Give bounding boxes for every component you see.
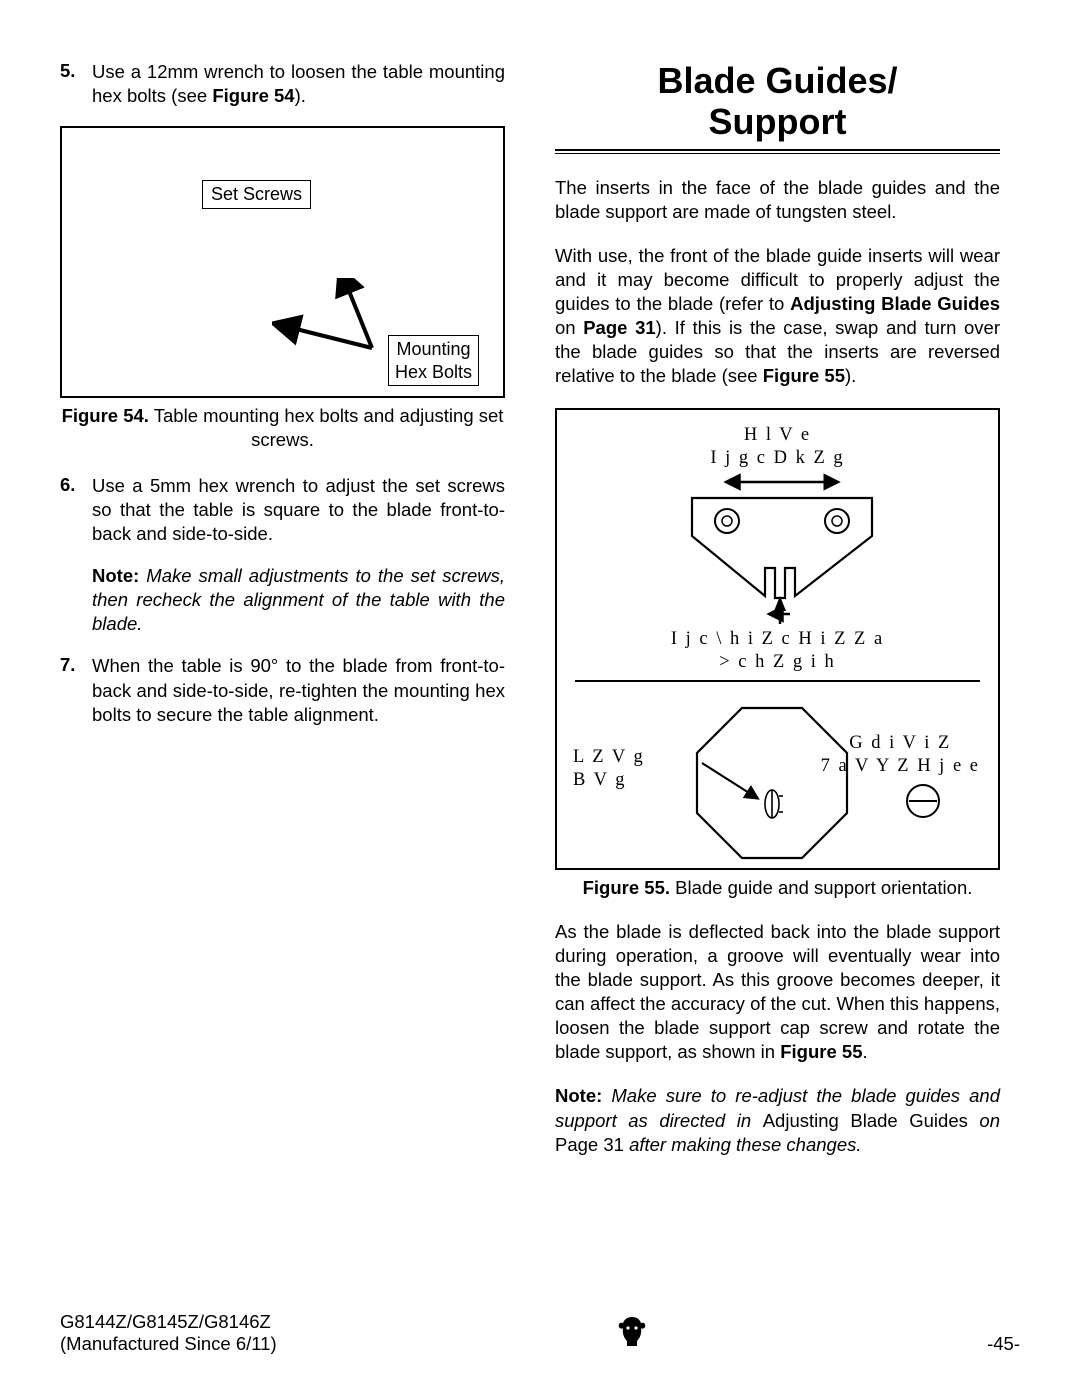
figure-54-box: Set Screws Mounting Hex Bolts: [60, 126, 505, 398]
encoded-label: G d i V i Z 7 a V Y Z H j e e: [821, 732, 980, 778]
encoded-label: H l V e I j g c D k Z g: [557, 424, 998, 470]
step-text: Use a 12mm wrench to loosen the table mo…: [92, 60, 505, 108]
blade-support-diagram: [687, 698, 857, 868]
figure-55-caption: Figure 55. Blade guide and support orien…: [555, 876, 1000, 900]
step-text: Use a 5mm hex wrench to adjust the set s…: [92, 474, 505, 636]
page-number: -45-: [987, 1333, 1020, 1355]
step-6: 6. Use a 5mm hex wrench to adjust the se…: [60, 474, 505, 636]
step-number: 7.: [60, 654, 92, 726]
paragraph: With use, the front of the blade guide i…: [555, 244, 1000, 388]
encoded-label: I j c \ h i Z c H i Z Z a > c h Z g i h: [557, 628, 998, 674]
encoded-label: L Z V g B V g: [573, 746, 645, 792]
left-column: 5. Use a 12mm wrench to loosen the table…: [60, 60, 505, 1177]
step-number: 6.: [60, 474, 92, 636]
page-footer: G8144Z/G8145Z/G8146Z (Manufactured Since…: [60, 1311, 1020, 1355]
note-paragraph: Note: Make sure to re-adjust the blade g…: [555, 1084, 1000, 1156]
paragraph: As the blade is deflected back into the …: [555, 920, 1000, 1064]
rule: [555, 149, 1000, 151]
arrow-icon: [272, 278, 412, 358]
step-text: When the table is 90° to the blade from …: [92, 654, 505, 726]
paragraph: The inserts in the face of the blade gui…: [555, 176, 1000, 224]
right-column: Blade Guides/ Support The inserts in the…: [555, 60, 1000, 1177]
step-5: 5. Use a 12mm wrench to loosen the table…: [60, 60, 505, 108]
footer-model: G8144Z/G8145Z/G8146Z (Manufactured Since…: [60, 1311, 277, 1355]
set-screws-label: Set Screws: [202, 180, 311, 209]
note-text: Note: Make small adjustments to the set …: [92, 564, 505, 636]
blade-guide-diagram: [667, 466, 897, 626]
support-icon: [904, 782, 942, 820]
step-number: 5.: [60, 60, 92, 108]
figure-55-box: H l V e I j g c D k Z g: [555, 408, 1000, 870]
bear-logo-icon: [615, 1313, 649, 1355]
rule: [555, 153, 1000, 154]
rule: [575, 680, 980, 682]
section-title: Blade Guides/ Support: [555, 60, 1000, 143]
two-column-layout: 5. Use a 12mm wrench to loosen the table…: [60, 60, 1020, 1177]
step-7: 7. When the table is 90° to the blade fr…: [60, 654, 505, 726]
figure-54-caption: Figure 54. Table mounting hex bolts and …: [60, 404, 505, 452]
